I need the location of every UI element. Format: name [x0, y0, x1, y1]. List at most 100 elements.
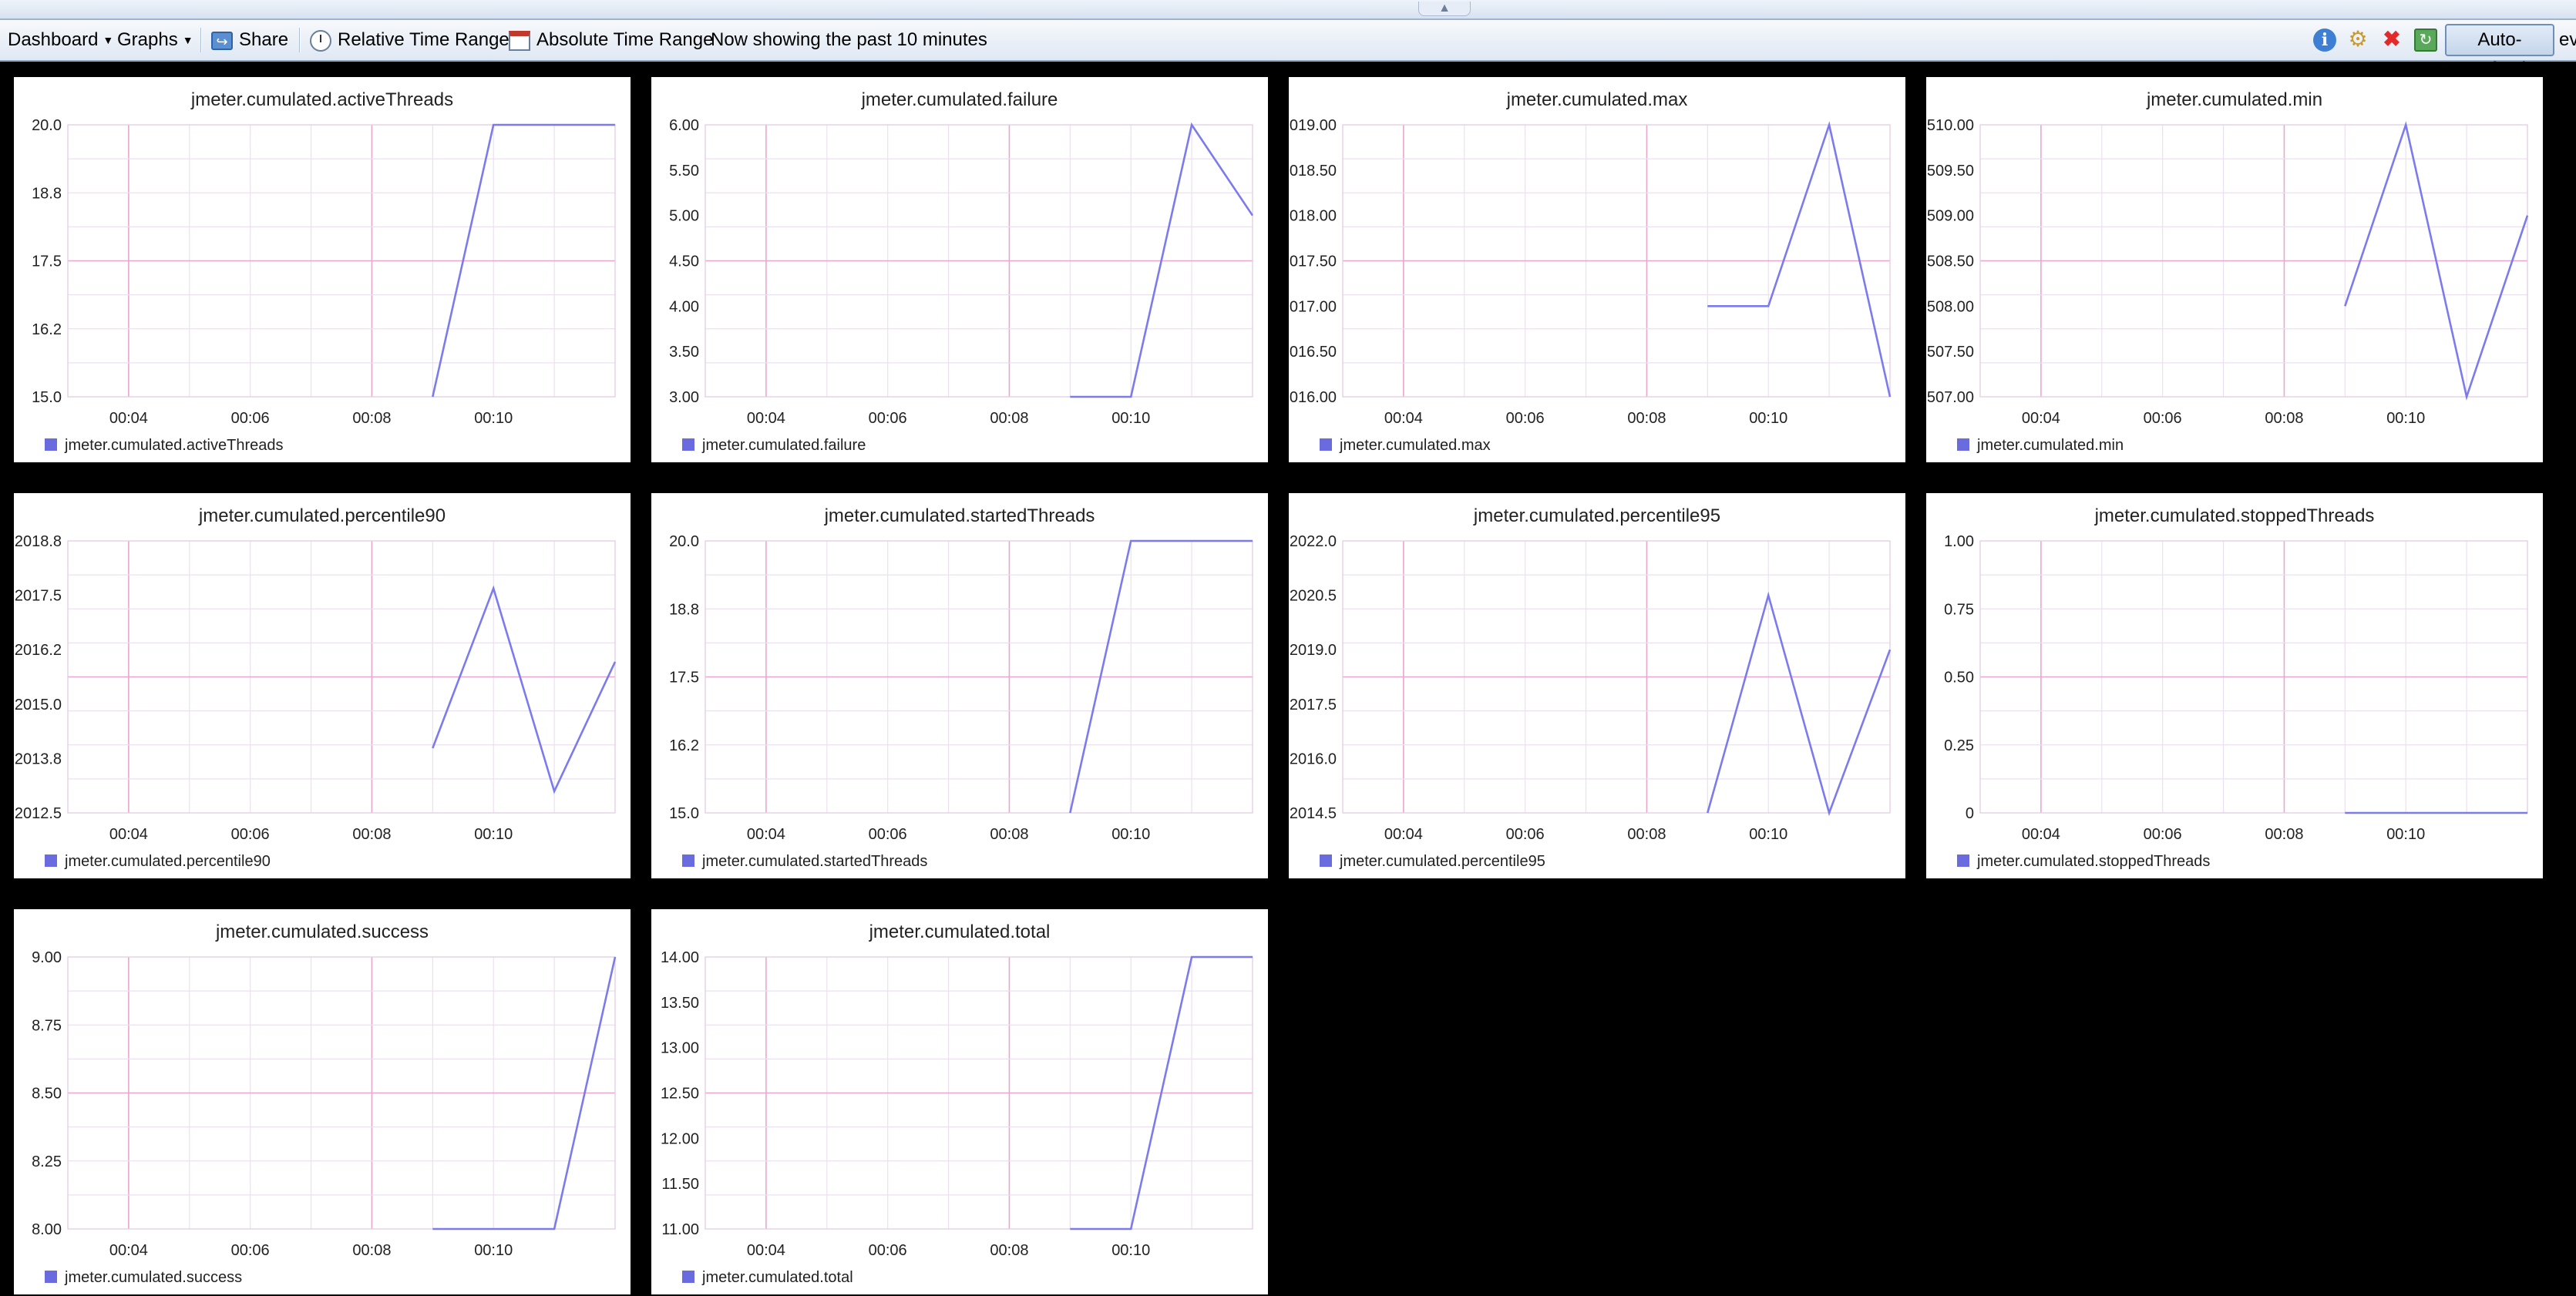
share-label: Share	[239, 29, 289, 50]
y-tick-label: 12.50	[661, 1086, 699, 1103]
x-tick-label: 00:06	[869, 1242, 907, 1259]
data-point	[1190, 539, 1193, 542]
plot-border	[67, 540, 616, 814]
data-point	[2343, 304, 2346, 307]
chart-panel[interactable]: jmeter.cumulated.startedThreads 15.0 16.2 1…	[651, 493, 1268, 878]
data-point	[2526, 214, 2529, 217]
y-tick-label: 2016.0	[1290, 750, 1337, 767]
y-tick-label: 17.5	[32, 253, 62, 270]
y-tick-label: 4.00	[669, 298, 699, 315]
relative-time-range-button[interactable]: Relative Time Range	[310, 20, 509, 60]
legend-swatch	[1320, 438, 1332, 451]
x-tick-label: 00:04	[747, 410, 785, 427]
y-tick-label: 2015.0	[15, 697, 62, 713]
chart-legend[interactable]: jmeter.cumulated.percentile90	[45, 853, 271, 871]
data-point	[553, 123, 556, 126]
chevron-up-icon[interactable]: ▲	[1438, 2, 1451, 15]
data-point	[553, 790, 556, 793]
y-tick-label: 13.00	[661, 1040, 699, 1057]
collapse-handle[interactable]: ▲	[1418, 2, 1471, 16]
data-point	[1129, 539, 1132, 542]
chart-title: jmeter.cumulated.min	[2146, 89, 2323, 110]
series-line	[432, 123, 615, 398]
absolute-time-range-button[interactable]: Absolute Time Range	[509, 20, 713, 60]
y-tick-label: 15.0	[669, 805, 699, 822]
y-tick-label: 509.00	[1927, 208, 1974, 225]
y-tick-label: 2016.00	[1289, 389, 1337, 406]
chart-panel[interactable]: jmeter.cumulated.percentile95 2014.5 2016.…	[1289, 493, 1905, 878]
graphs-menu[interactable]: Graphs ▼	[117, 20, 193, 60]
chart-plot: 8.00 8.25 8.50 8.75 9.00 00:04 00:06 00:08 00:10	[32, 949, 617, 1259]
y-tick-label: 8.00	[32, 1221, 62, 1238]
chart-title: jmeter.cumulated.failure	[861, 89, 1058, 110]
close-icon[interactable]: ✖	[2383, 27, 2401, 51]
x-tick-label: 00:08	[352, 826, 391, 843]
clock-icon	[310, 29, 331, 52]
data-point	[2465, 811, 2468, 814]
plot-border	[67, 956, 616, 1230]
x-tick-label: 00:06	[869, 410, 907, 427]
y-tick-label: 18.8	[32, 185, 62, 202]
chart-panel[interactable]: jmeter.cumulated.failure 3.00 3.50 4.00 4.50…	[651, 77, 1268, 462]
chart-plot: 3.00 3.50 4.00 4.50 5.00 5.50 6.00 00:04 00:06 00…	[669, 117, 1254, 427]
y-tick-label: 510.00	[1927, 117, 1974, 134]
auto-refresh-button[interactable]: Auto-Refresh	[2445, 24, 2554, 79]
y-tick-label: 3.50	[669, 344, 699, 361]
chart-panel[interactable]: jmeter.cumulated.success 8.00 8.25 8.50 8.75…	[14, 909, 631, 1294]
chart-legend[interactable]: jmeter.cumulated.min	[1957, 437, 2124, 455]
chart-legend[interactable]: jmeter.cumulated.percentile95	[1320, 853, 1545, 871]
y-tick-label: 6.00	[669, 117, 699, 134]
info-icon[interactable]: i	[2313, 29, 2336, 52]
x-tick-label: 00:08	[1627, 826, 1666, 843]
dashboard-menu[interactable]: Dashboard ▼	[8, 20, 113, 60]
chart-plot: 15.0 16.2 17.5 18.8 20.0 00:04 00:06 00:08 00:10	[669, 533, 1254, 843]
legend-label: jmeter.cumulated.startedThreads	[702, 853, 928, 870]
chart-panel[interactable]: jmeter.cumulated.min 507.00 507.50 508.00 50…	[1926, 77, 2543, 462]
plot-border	[67, 124, 616, 398]
y-tick-label: 3.00	[669, 389, 699, 406]
x-tick-label: 00:06	[1506, 826, 1545, 843]
x-tick-label: 00:04	[109, 410, 148, 427]
chart-legend[interactable]: jmeter.cumulated.activeThreads	[45, 437, 283, 455]
y-tick-label: 13.50	[661, 995, 699, 1012]
data-point	[2404, 123, 2407, 126]
x-tick-label: 00:04	[747, 826, 785, 843]
data-point	[2404, 811, 2407, 814]
legend-swatch	[682, 1271, 694, 1283]
x-tick-label: 00:10	[474, 1242, 513, 1259]
y-tick-label: 508.00	[1927, 298, 1974, 315]
x-tick-label: 00:08	[1627, 410, 1666, 427]
legend-swatch	[682, 438, 694, 451]
toolbar: Dashboard ▼ Graphs ▼ ↪ Share Relative Time …	[0, 20, 2576, 79]
chart-legend[interactable]: jmeter.cumulated.failure	[682, 437, 866, 455]
chart-legend[interactable]: jmeter.cumulated.startedThreads	[682, 853, 927, 871]
chart-panel[interactable]: jmeter.cumulated.activeThreads 15.0 16.2 17…	[14, 77, 631, 462]
data-point	[1068, 1227, 1071, 1231]
y-tick-label: 0.25	[1944, 737, 1974, 754]
chart-panel[interactable]: jmeter.cumulated.max 2016.00 2016.50 2017.0…	[1289, 77, 1905, 462]
chart-panel[interactable]: jmeter.cumulated.total 11.00 11.50 12.00 12.…	[651, 909, 1268, 1294]
chart-title: jmeter.cumulated.percentile95	[1473, 505, 1721, 526]
data-point	[1706, 304, 1709, 307]
legend-swatch	[45, 854, 57, 867]
data-point	[2343, 811, 2346, 814]
auto-refresh-interval-text: ev	[2559, 29, 2576, 50]
chart-panel[interactable]: jmeter.cumulated.percentile90 2012.5 2013.…	[14, 493, 631, 878]
chart-panel[interactable]: jmeter.cumulated.stoppedThreads 0 0.25 0.50…	[1926, 493, 2543, 878]
chart-legend[interactable]: jmeter.cumulated.total	[682, 1269, 853, 1287]
y-tick-label: 5.50	[669, 163, 699, 180]
chart-legend[interactable]: jmeter.cumulated.stoppedThreads	[1957, 853, 2210, 871]
gear-icon[interactable]: ⚙	[2348, 27, 2368, 51]
share-button[interactable]: ↪ Share	[211, 20, 288, 60]
chart-legend[interactable]: jmeter.cumulated.max	[1320, 437, 1491, 455]
chart-legend[interactable]: jmeter.cumulated.success	[45, 1269, 242, 1287]
x-tick-label: 00:08	[990, 826, 1028, 843]
refresh-icon[interactable]: ↻	[2414, 29, 2437, 52]
data-point	[492, 587, 495, 590]
plot-border	[1342, 124, 1891, 398]
data-point	[1251, 539, 1254, 542]
y-tick-label: 16.2	[669, 737, 699, 754]
plot-border	[1979, 124, 2528, 398]
x-tick-label: 00:10	[1111, 826, 1150, 843]
data-point	[1767, 594, 1770, 597]
